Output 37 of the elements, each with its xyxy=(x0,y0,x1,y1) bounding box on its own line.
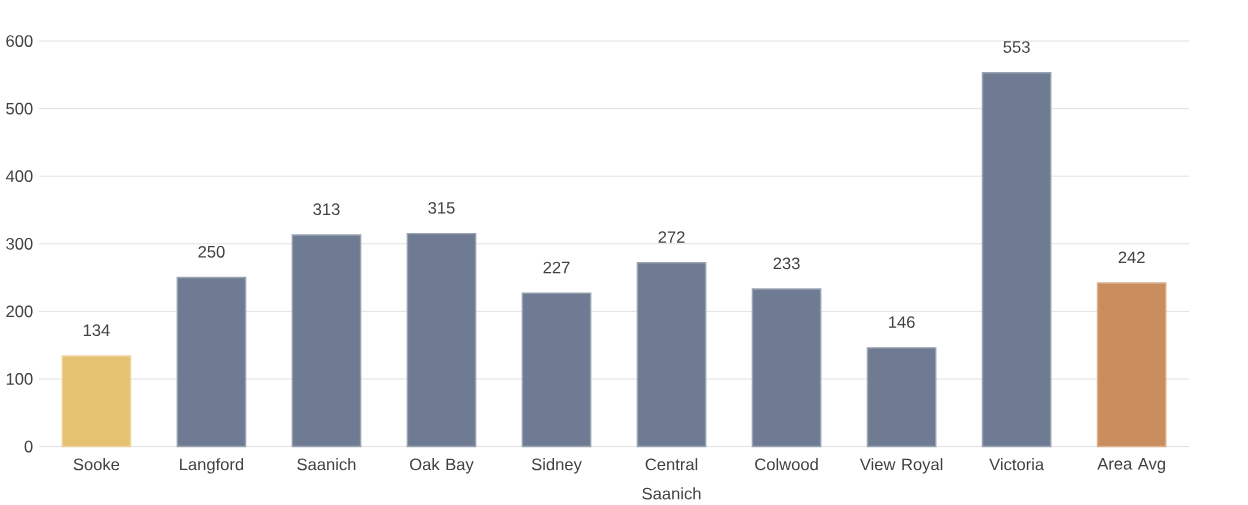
x-tick-label: Sooke xyxy=(73,458,120,471)
data-label: 242 xyxy=(1118,251,1145,264)
bar xyxy=(866,347,937,448)
bar xyxy=(751,288,822,448)
y-tick-label: 300 xyxy=(6,237,33,250)
data-label: 250 xyxy=(198,245,225,258)
bar xyxy=(406,232,477,448)
data-label: 313 xyxy=(313,203,340,216)
x-tick-label: Central Saanich xyxy=(642,458,701,500)
x-tick-label: Saanich xyxy=(297,458,356,471)
x-tick-label: Langford xyxy=(180,458,244,474)
x-tick-label: Sidney xyxy=(531,458,582,474)
bar xyxy=(636,261,707,448)
bar xyxy=(176,276,247,448)
x-tick-label: Area Avg xyxy=(1097,458,1165,473)
y-tick-label: 500 xyxy=(6,102,33,115)
y-tick-label: 600 xyxy=(6,35,33,47)
x-tick-label: Oak Bay xyxy=(410,458,474,474)
data-label: 233 xyxy=(773,257,800,270)
x-tick-label: View Royal xyxy=(859,458,943,474)
data-label: 315 xyxy=(428,201,455,214)
bar xyxy=(61,355,132,448)
data-label: 146 xyxy=(889,316,915,328)
x-tick-label: Victoria xyxy=(989,458,1045,471)
y-tick-label: 200 xyxy=(6,305,33,318)
y-tick-label: 400 xyxy=(5,170,33,183)
bar xyxy=(291,234,362,448)
bar xyxy=(1096,282,1167,448)
data-label: 553 xyxy=(1003,41,1030,53)
y-tick-label: 100 xyxy=(6,373,33,385)
data-label: 134 xyxy=(83,324,110,337)
data-label: 227 xyxy=(543,261,570,274)
y-tick-label: 0 xyxy=(24,440,33,453)
bar xyxy=(521,292,592,448)
x-tick-label: Colwood xyxy=(755,458,818,471)
bar xyxy=(981,72,1052,448)
data-label: 272 xyxy=(658,231,685,243)
